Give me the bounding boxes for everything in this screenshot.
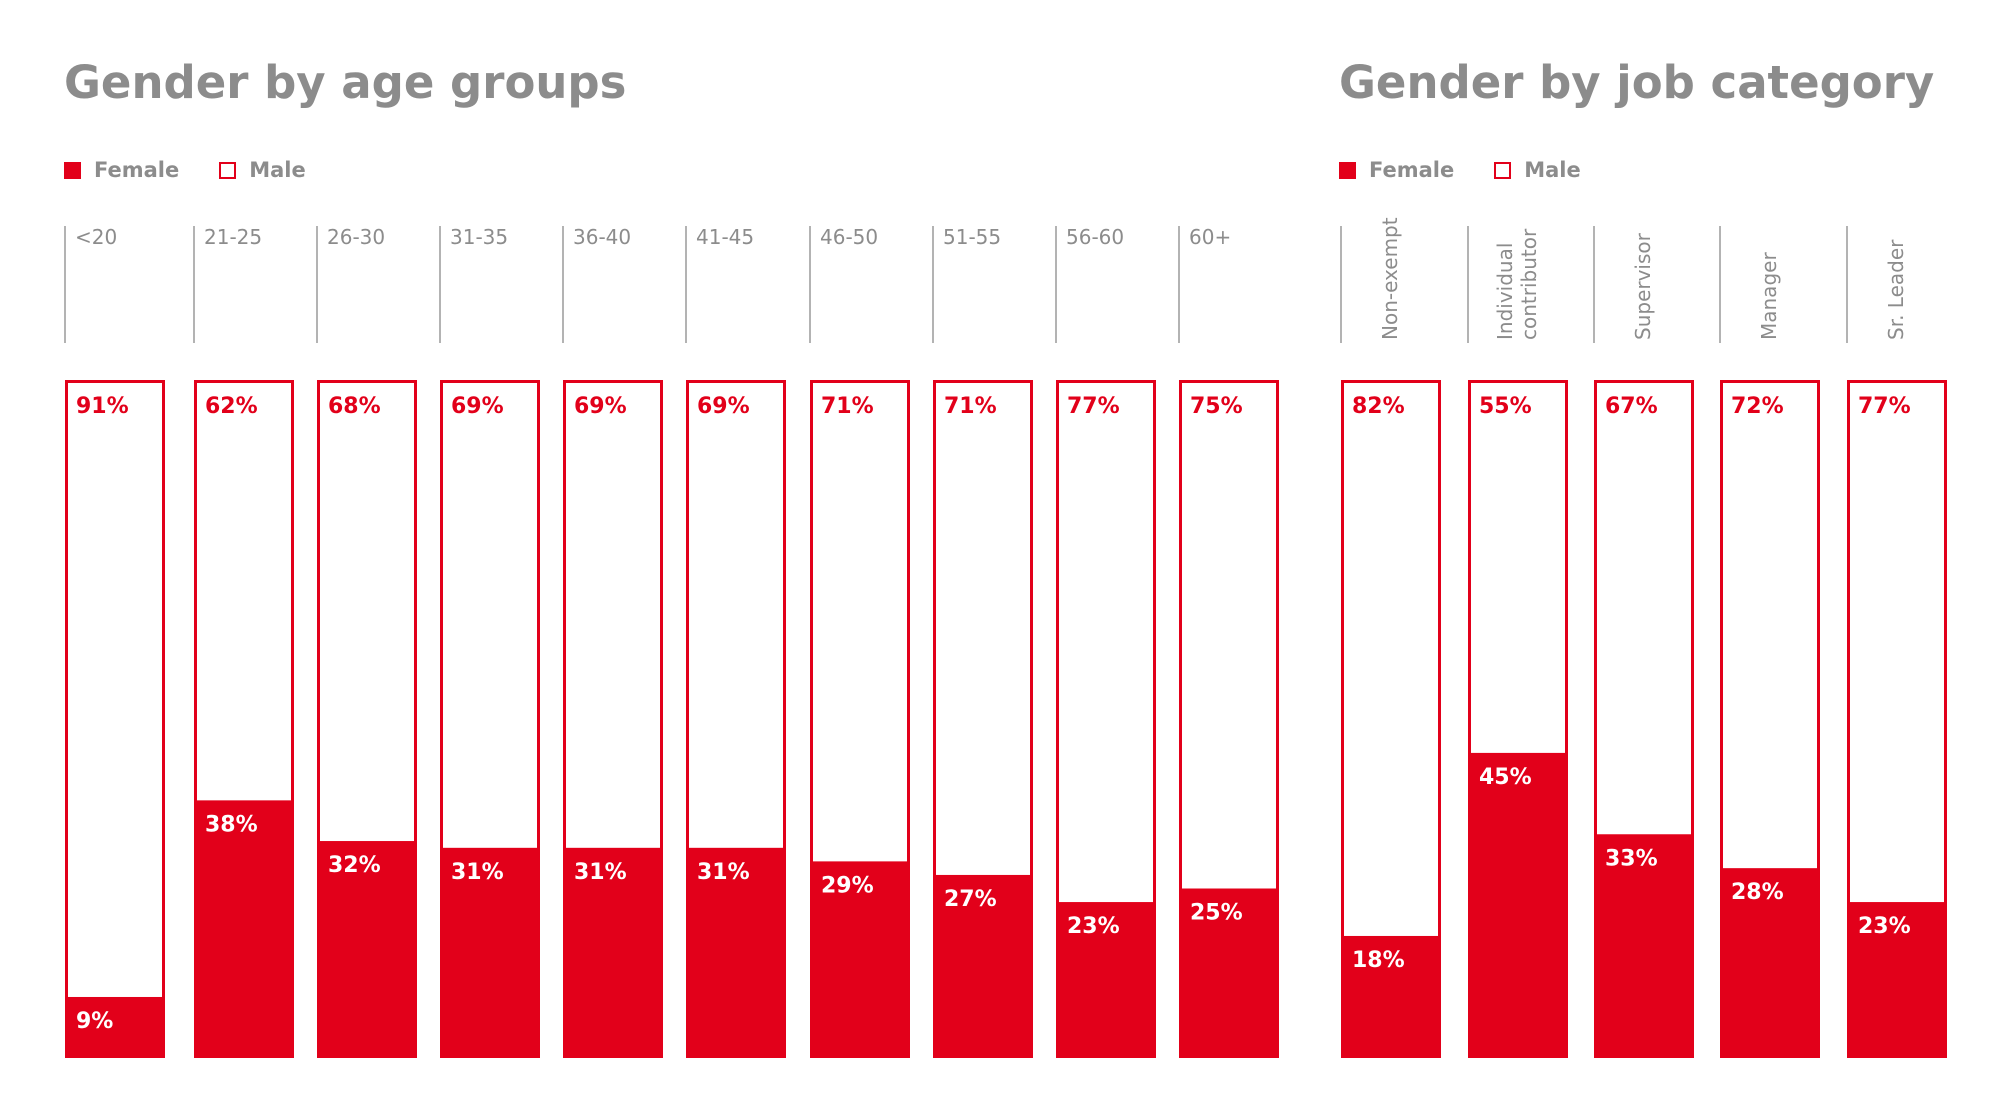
age-bar-female [563, 847, 663, 1058]
female-swatch-icon [64, 161, 81, 179]
age-bar-female [194, 800, 294, 1058]
job-bar-female [1847, 902, 1947, 1058]
age-label-male-value: 69% [451, 394, 504, 419]
legend-male-label: Male [1524, 158, 1581, 182]
male-swatch-icon [219, 161, 237, 179]
job-bar-female [1468, 752, 1568, 1058]
legend-female-label: Female [94, 158, 180, 182]
age-label-female-value: 31% [697, 860, 750, 885]
age-category-label: 26-30 [327, 225, 385, 249]
age-bar-female [933, 874, 1033, 1058]
male-swatch-icon [1494, 161, 1512, 179]
age-label-female-value: 32% [328, 853, 381, 878]
job-bar-outline [1341, 380, 1441, 1058]
age-category-label: 51-55 [943, 225, 1001, 249]
age-bar-outline [933, 380, 1033, 1058]
job-category-label: contributor [1517, 228, 1541, 340]
job-category-label: Non-exempt [1378, 217, 1402, 340]
age-category-label: 31-35 [450, 225, 508, 249]
job-label-female-value: 28% [1731, 880, 1784, 905]
age-category-label: 46-50 [820, 225, 878, 249]
age-bar-female [810, 861, 910, 1058]
job-bar-outline [1468, 380, 1568, 1058]
age-category-label: 36-40 [573, 225, 631, 249]
legend-male-label: Male [249, 158, 306, 182]
age-bar-outline [317, 380, 417, 1058]
age-label-female-value: 25% [1190, 901, 1243, 926]
job-bar-outline [1594, 380, 1694, 1058]
age-label-male-value: 68% [328, 394, 381, 419]
age-category-label: 60+ [1189, 225, 1231, 249]
age-label-female-value: 23% [1067, 914, 1120, 939]
job-chart-plot: Non-exempt 82% 18% Individual contributor 55%… [1340, 217, 1947, 1058]
age-bar-outline [810, 380, 910, 1058]
age-label-female-value: 29% [821, 873, 874, 898]
age-label-male-value: 69% [697, 394, 750, 419]
age-label-male-value: 75% [1190, 394, 1243, 419]
legend-female-label: Female [1369, 158, 1455, 182]
age-category-label: 41-45 [696, 225, 754, 249]
legend-male: Male [1494, 158, 1581, 182]
age-chart-title: Gender by age groups [64, 56, 627, 109]
age-label-female-value: 27% [944, 887, 997, 912]
job-bar-female [1594, 834, 1694, 1058]
age-label-male-value: 91% [76, 394, 129, 419]
job-category-label: Supervisor [1631, 232, 1655, 340]
age-bar-outline [1179, 380, 1279, 1058]
legend-female: Female [1339, 158, 1454, 182]
job-category-label: Sr. Leader [1884, 239, 1908, 340]
job-label-female-value: 23% [1858, 914, 1911, 939]
age-bar-outline [194, 380, 294, 1058]
age-label-male-value: 77% [1067, 394, 1120, 419]
job-label-female-value: 33% [1605, 846, 1658, 871]
age-bar-outline [440, 380, 540, 1058]
job-chart-legend: Female Male [1339, 157, 1621, 183]
job-bar-female [1341, 935, 1441, 1058]
job-label-female-value: 18% [1352, 948, 1405, 973]
job-chart-title: Gender by job category [1339, 56, 1935, 109]
job-category-label: Manager [1757, 252, 1781, 340]
job-label-male-value: 77% [1858, 394, 1911, 419]
age-label-female-value: 38% [205, 812, 258, 837]
age-bar-female [65, 996, 165, 1058]
legend-male: Male [219, 158, 306, 182]
age-chart-plot: <20 91% 9% 21-25 62% 38% 26-30 68% 32% 31-35 69% 31… [64, 225, 1279, 1058]
female-swatch-icon [1339, 161, 1356, 179]
age-label-male-value: 71% [821, 394, 874, 419]
job-label-male-value: 82% [1352, 394, 1405, 419]
job-bar-outline [1847, 380, 1947, 1058]
age-bar-outline [563, 380, 663, 1058]
age-category-label: 21-25 [204, 225, 262, 249]
age-bar-female [440, 847, 540, 1058]
age-bar-female [1179, 888, 1279, 1058]
age-bar-female [317, 841, 417, 1058]
age-bar-female [1056, 902, 1156, 1058]
age-label-female-value: 9% [76, 1009, 113, 1034]
age-category-label: <20 [75, 225, 117, 249]
job-label-male-value: 67% [1605, 394, 1658, 419]
age-category-label: 56-60 [1066, 225, 1124, 249]
job-label-female-value: 45% [1479, 765, 1532, 790]
age-bar-outline [686, 380, 786, 1058]
age-label-male-value: 69% [574, 394, 627, 419]
legend-female: Female [64, 158, 179, 182]
age-bar-outline [1056, 380, 1156, 1058]
job-bar-outline [1720, 380, 1820, 1058]
age-label-male-value: 71% [944, 394, 997, 419]
job-label-male-value: 55% [1479, 394, 1532, 419]
age-chart-legend: Female Male [64, 157, 346, 183]
job-category-label: Individual [1493, 243, 1517, 340]
age-label-female-value: 31% [574, 860, 627, 885]
job-bar-female [1720, 868, 1820, 1058]
job-label-male-value: 72% [1731, 394, 1784, 419]
age-bar-outline [65, 380, 165, 1058]
age-bar-female [686, 847, 786, 1058]
age-label-female-value: 31% [451, 860, 504, 885]
age-label-male-value: 62% [205, 394, 258, 419]
